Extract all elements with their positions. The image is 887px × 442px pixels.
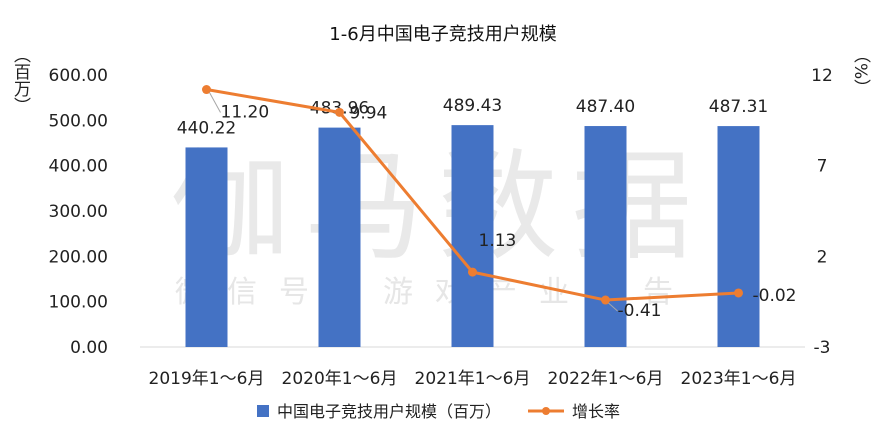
bar-value-label: 487.40 xyxy=(576,97,635,117)
right-axis-tick-label: 12 xyxy=(811,66,833,86)
growth-point xyxy=(734,288,743,297)
right-axis-tick-label: 2 xyxy=(817,247,828,267)
bar-value-label: 487.31 xyxy=(709,97,768,117)
legend: 中国电子竞技用户规模（百万） 增长率 xyxy=(257,402,620,421)
left-axis-tick-label: 300.00 xyxy=(49,202,108,222)
label-leader-line xyxy=(210,93,221,113)
growth-value-label: 11.20 xyxy=(221,103,270,123)
legend-line-marker xyxy=(542,407,550,415)
growth-value-label: -0.41 xyxy=(618,301,662,321)
legend-bar-swatch xyxy=(257,405,269,417)
left-axis-tick-label: 400.00 xyxy=(49,157,108,177)
x-axis-tick-label: 2019年1～6月 xyxy=(149,369,265,389)
x-axis-tick-label: 2022年1～6月 xyxy=(548,369,664,389)
x-axis: 2019年1～6月 2020年1～6月 2021年1～6月 2022年1～6月 2023… xyxy=(149,369,797,389)
right-axis-tick-label: 7 xyxy=(817,157,828,177)
growth-value-label: 9.94 xyxy=(350,103,388,123)
left-axis-unit-label: （百万） xyxy=(10,46,31,114)
left-axis: 0.00 100.00 200.00 300.00 400.00 500.00 600.00 xyxy=(49,66,108,358)
bar xyxy=(718,126,760,347)
chart-title: 1-6月中国电子竞技用户规模 xyxy=(329,24,556,45)
right-axis-tick-label: -3 xyxy=(814,338,831,358)
legend-line-label: 增长率 xyxy=(572,402,620,421)
bar-value-label: 489.43 xyxy=(443,96,502,116)
right-axis: -3 2 7 12 xyxy=(811,66,833,358)
right-axis-unit-label: （%） xyxy=(850,46,871,96)
growth-value-label: 1.13 xyxy=(479,231,517,251)
x-axis-tick-label: 2021年1～6月 xyxy=(415,369,531,389)
x-axis-tick-label: 2023年1～6月 xyxy=(681,369,797,389)
legend-bar-label: 中国电子竞技用户规模（百万） xyxy=(277,402,501,421)
growth-value-label: -0.02 xyxy=(753,286,797,306)
left-axis-tick-label: 600.00 xyxy=(49,66,108,86)
growth-point xyxy=(335,108,344,117)
bar xyxy=(319,128,361,347)
bar xyxy=(186,147,228,347)
left-axis-tick-label: 500.00 xyxy=(49,111,108,131)
growth-point xyxy=(468,268,477,277)
left-axis-tick-label: 0.00 xyxy=(70,338,108,358)
x-axis-tick-label: 2020年1～6月 xyxy=(282,369,398,389)
left-axis-tick-label: 100.00 xyxy=(49,293,108,313)
left-axis-tick-label: 200.00 xyxy=(49,247,108,267)
